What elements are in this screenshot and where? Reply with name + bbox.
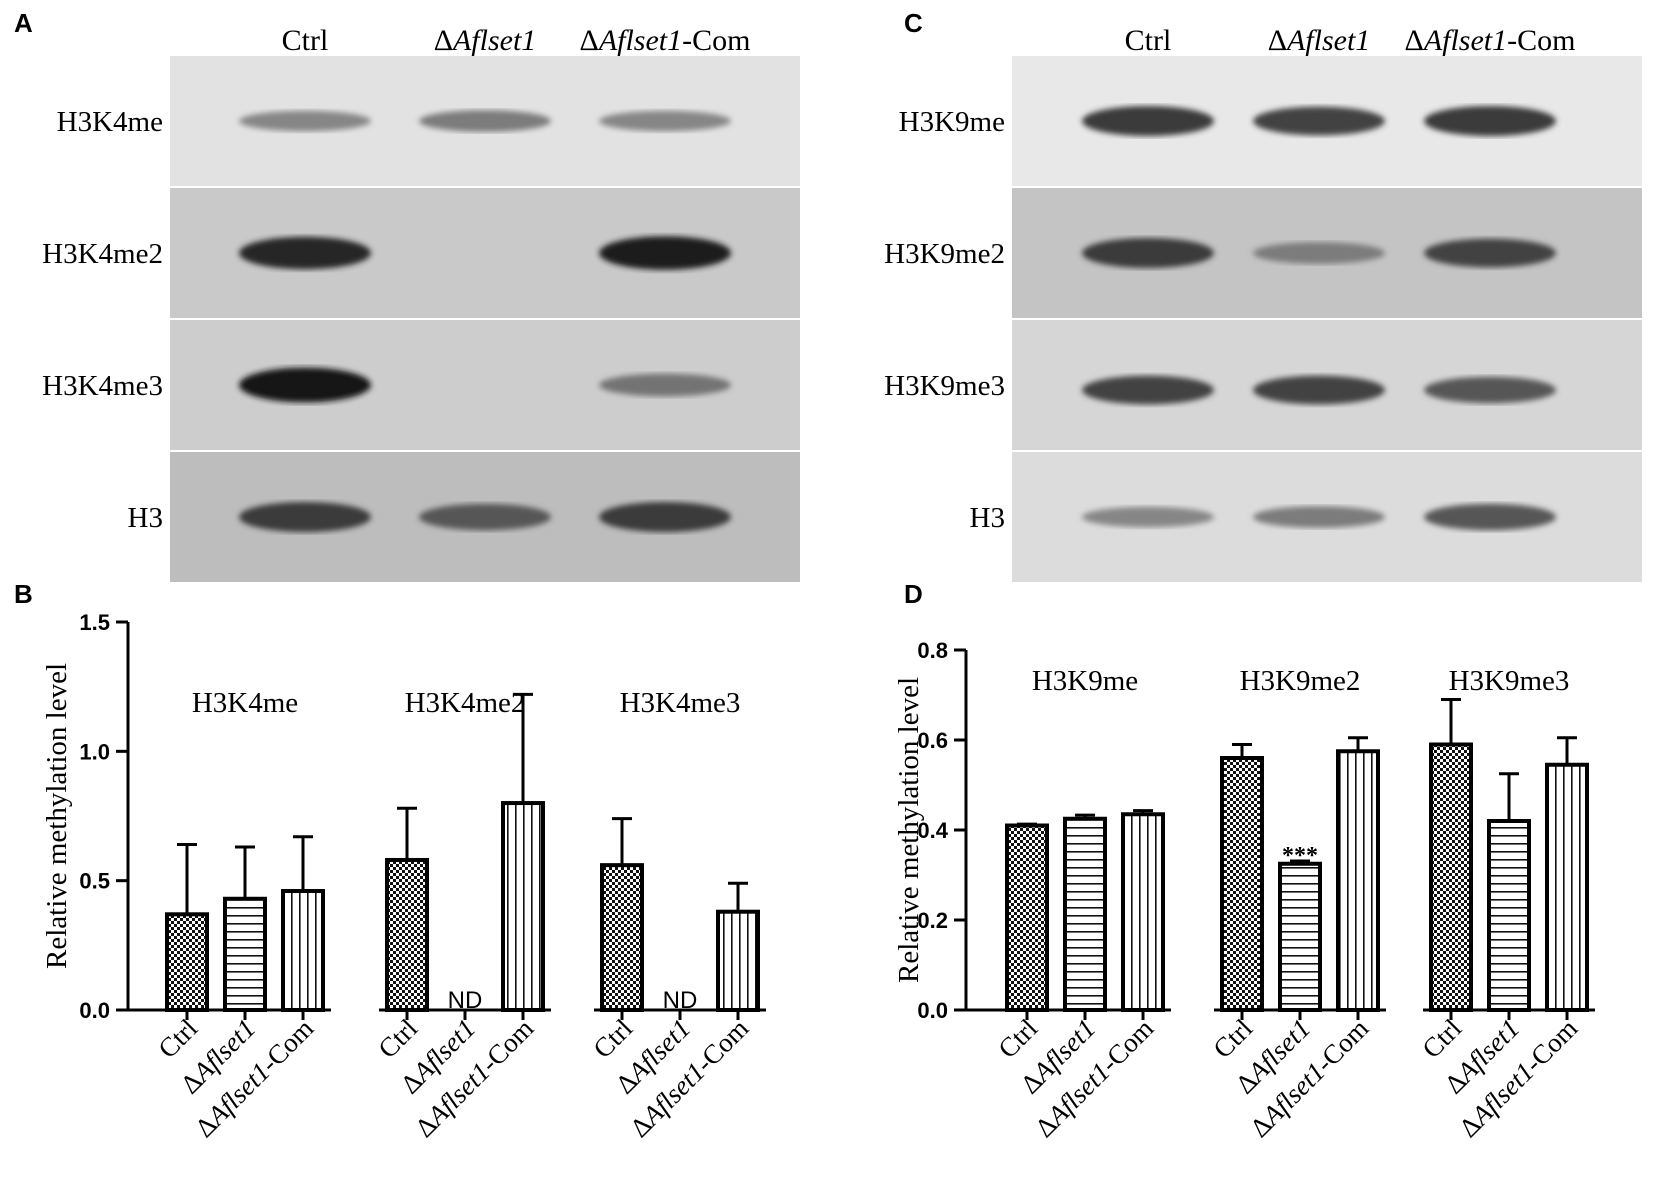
blot-row-label: H3 [128,502,163,534]
y-tick-label: 0.4 [917,818,948,843]
y-tick-label: 0.0 [79,998,110,1023]
lane-label: ΔAflset1-Com [580,24,751,57]
blot-band [1253,375,1385,405]
lane-label: ΔAflset1 [1268,24,1371,57]
blot-band [1082,375,1214,405]
bar [1278,861,1322,1012]
group-label: H3K9me3 [1449,665,1570,697]
bar [165,912,209,1012]
blot-band [1082,506,1214,528]
bar [1545,762,1589,1012]
bar [385,857,429,1012]
blot-band [1424,503,1556,531]
blot-band [239,110,371,132]
blot-band [419,110,551,132]
blot-band [239,236,371,270]
blot-band [239,502,371,532]
bar [1005,823,1049,1012]
bar-chart-d: 0.0 0.2 0.4 0.6 0.8 Relative methylation leve… [893,638,1595,1143]
blot-band [1424,376,1556,404]
blot-band [1082,238,1214,268]
bar [1336,749,1380,1012]
blot-band [1424,106,1556,136]
lane-label: Ctrl [1125,24,1172,57]
y-tick-label: 1.5 [79,610,110,635]
bar [600,863,644,1012]
blot-band [239,367,371,403]
blot-row-label: H3K4me [57,106,163,138]
western-blot-a: Ctrl ΔAflset1 ΔAflset1-Com H3K4me H3K4me2 H3K… [42,24,800,582]
y-tick-label: 0.5 [79,869,110,894]
blot-band [599,110,731,132]
blot-band [599,373,731,397]
group-label: H3K9me [1032,665,1138,697]
blot-row-label: H3K9me2 [884,238,1005,270]
group-label: H3K4me [192,687,298,719]
blot-row-label: H3K4me3 [42,370,163,402]
panel-letter-c: C [904,8,923,38]
bar [501,801,545,1012]
bar [281,889,325,1012]
western-blot-c: Ctrl ΔAflset1 ΔAflset1-Com H3K9me H3K9me2 H3K… [884,24,1642,582]
bar-chart-b: 0.0 0.5 1.0 1.5 Relative methylation level H3… [41,610,766,1143]
bar [716,909,760,1012]
bar [223,896,267,1012]
panel-letter-a: A [14,8,33,38]
blot-band [1253,106,1385,136]
panel-letter-b: B [14,579,33,609]
blot-band [1082,106,1214,136]
blot-band [599,236,731,270]
blot-row-label: H3 [970,502,1005,534]
y-tick-label: 0.8 [917,638,948,663]
y-tick-label: 0.6 [917,728,948,753]
bar-annotation: ND [663,987,698,1014]
group-label: H3K4me2 [405,687,526,719]
panel-letter-d: D [904,579,923,609]
y-axis-label: Relative methylation level [41,663,73,969]
blot-band [1253,506,1385,528]
y-tick-label: 0.0 [917,998,948,1023]
group-label: H3K9me2 [1240,665,1361,697]
y-tick-label: 0.2 [917,908,948,933]
y-tick-label: 1.0 [79,739,110,764]
lane-label: ΔAflset1-Com [1405,24,1576,57]
bar [1487,819,1531,1012]
blot-band [419,503,551,531]
bar-annotation: ND [448,987,483,1014]
y-axis-label: Relative methylation level [893,677,925,983]
bar [1063,816,1107,1012]
blot-band [599,502,731,532]
lane-label: ΔAflset1 [434,24,537,57]
blot-band [1253,242,1385,264]
group-label: H3K4me3 [620,687,741,719]
bar [1429,742,1473,1012]
blot-band [1424,238,1556,268]
bar [1220,756,1264,1012]
lane-label: Ctrl [282,24,329,57]
blot-row-label: H3K9me3 [884,370,1005,402]
bar-annotation: *** [1282,843,1318,869]
bar [1121,812,1165,1012]
blot-row-label: H3K9me [899,106,1005,138]
blot-row-label: H3K4me2 [42,238,163,270]
